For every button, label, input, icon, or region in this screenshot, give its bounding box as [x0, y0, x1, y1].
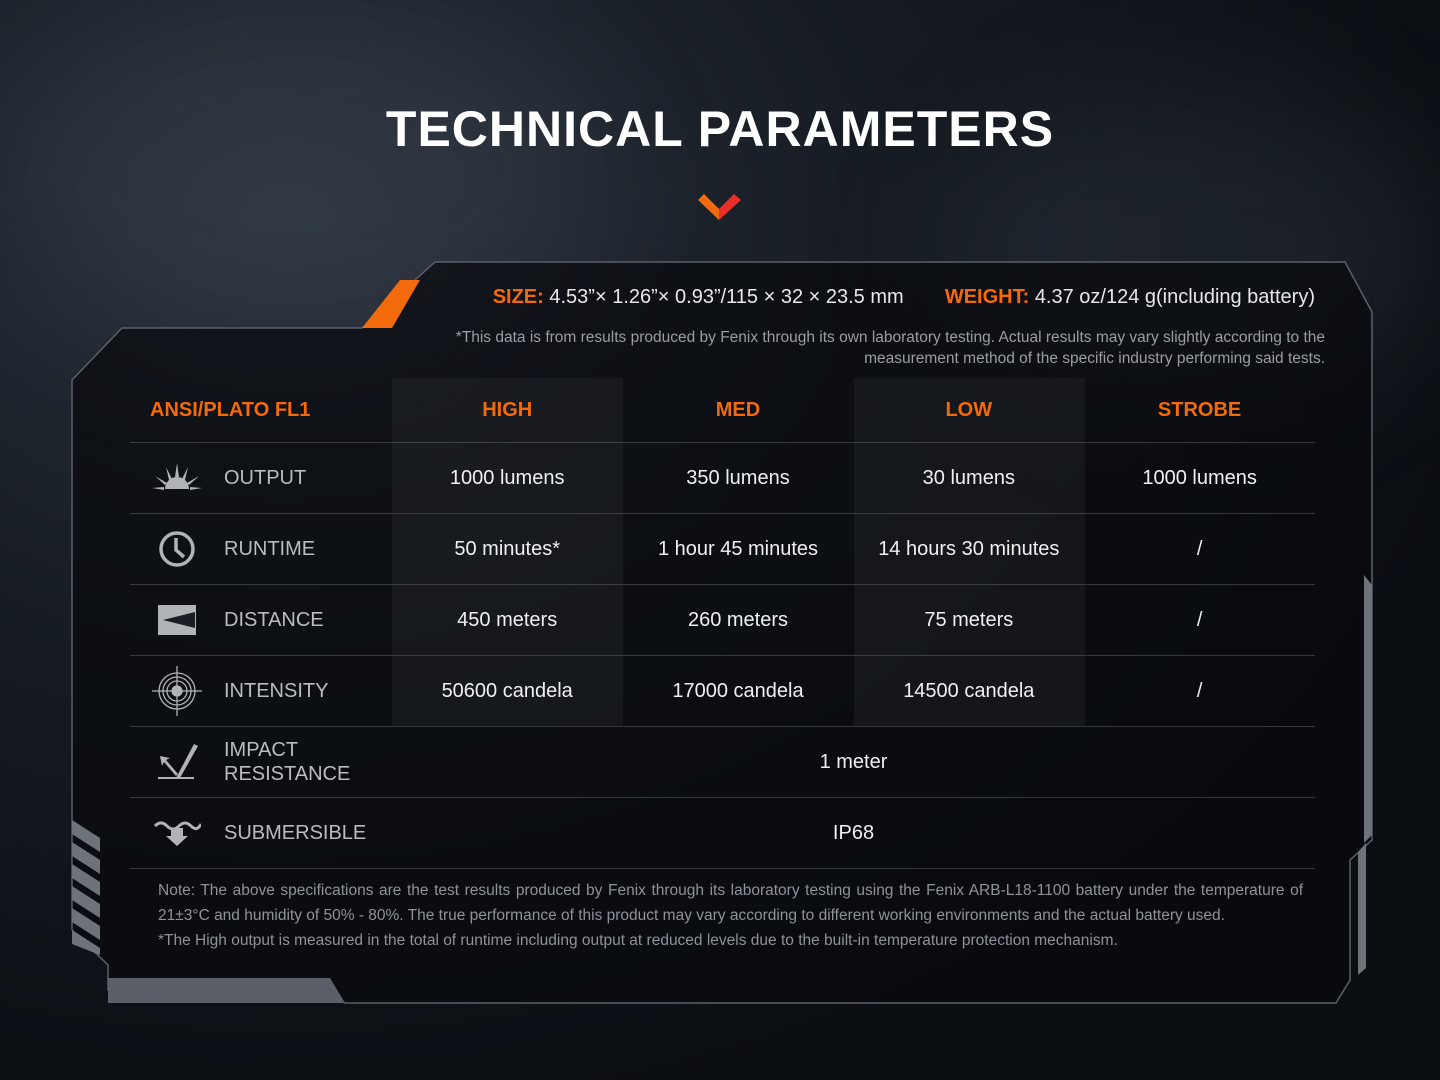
table-row-distance: DISTANCE 450 meters 260 meters 75 meters… — [130, 585, 1315, 656]
left-stripes — [72, 820, 100, 955]
size-weight-line: SIZE: 4.53”× 1.26”× 0.93”/115 × 32 × 23.… — [493, 286, 1315, 309]
spec-table: ANSI/PLATO FL1 HIGH MED LOW STROBE OUTPU… — [130, 378, 1315, 869]
cell-value: / — [1196, 608, 1203, 631]
cell-value: 350 lumens — [686, 466, 790, 489]
cell-value: 1 hour 45 minutes — [657, 537, 819, 560]
row-label: INTENSITY — [224, 680, 329, 702]
cell-value: / — [1196, 679, 1203, 702]
clock-icon — [152, 524, 202, 574]
column-highlight-high — [392, 378, 623, 726]
header-standard: ANSI/PLATO FL1 — [150, 398, 311, 421]
cell-value: 14500 candela — [903, 679, 1035, 702]
beam-distance-icon — [152, 595, 202, 645]
target-icon — [152, 666, 202, 716]
disclaimer: *This data is from results produced by F… — [455, 329, 1325, 367]
table-header-row: ANSI/PLATO FL1 HIGH MED LOW STROBE — [130, 378, 1315, 443]
cell-value: 14 hours 30 minutes — [878, 537, 1060, 560]
row-label: DISTANCE — [224, 609, 324, 631]
cell-value: 50600 candela — [441, 679, 573, 702]
size-value: 4.53”× 1.26”× 0.93”/115 × 32 × 23.5 mm — [549, 286, 904, 308]
table-row-intensity: INTENSITY 50600 candela 17000 candela 14… — [130, 656, 1315, 727]
header-med: MED — [715, 398, 761, 421]
table-row-impact: IMPACT RESISTANCE 1 meter — [130, 727, 1315, 798]
submersible-icon — [152, 808, 202, 858]
sun-rays-icon — [152, 453, 202, 503]
weight-label: WEIGHT: — [944, 286, 1030, 308]
column-highlight-low — [854, 378, 1085, 726]
cell-value: 75 meters — [924, 608, 1014, 631]
table-row-runtime: RUNTIME 50 minutes* 1 hour 45 minutes 14… — [130, 514, 1315, 585]
header-strobe: STROBE — [1157, 398, 1242, 421]
high-output-note: *The High output is measured in the tota… — [158, 932, 1118, 949]
row-label: IMPACT RESISTANCE — [224, 739, 351, 785]
cell-value: 450 meters — [457, 608, 558, 631]
footnote: Note: The above specifications are the t… — [158, 878, 1303, 953]
page-title: TECHNICAL PARAMETERS — [385, 101, 1055, 157]
cell-value: 1000 lumens — [1142, 466, 1257, 489]
header-high: HIGH — [482, 398, 533, 421]
cell-value: 30 lumens — [922, 466, 1015, 489]
table-row-submersible: SUBMERSIBLE IP68 — [130, 798, 1315, 869]
chevron-down-icon — [698, 194, 741, 220]
impact-icon — [152, 737, 202, 787]
note-text: Note: The above specifications are the t… — [158, 882, 1303, 924]
row-label: SUBMERSIBLE — [224, 822, 367, 844]
cell-value: / — [1196, 537, 1203, 560]
weight-value: 4.37 oz/124 g(including battery) — [1034, 286, 1315, 308]
row-label: OUTPUT — [224, 467, 307, 489]
cell-value: 1 meter — [819, 750, 888, 773]
table-row-output: OUTPUT 1000 lumens 350 lumens 30 lumens … — [130, 443, 1315, 514]
cell-value: 260 meters — [687, 608, 789, 631]
size-label: SIZE: — [492, 286, 544, 308]
cell-value: 50 minutes* — [454, 537, 560, 560]
orange-accent — [362, 280, 420, 328]
cell-value: IP68 — [832, 821, 875, 844]
cell-value: 17000 candela — [672, 679, 804, 702]
cell-value: 1000 lumens — [449, 466, 565, 489]
header-low: LOW — [945, 398, 993, 421]
row-label: RUNTIME — [224, 538, 316, 560]
